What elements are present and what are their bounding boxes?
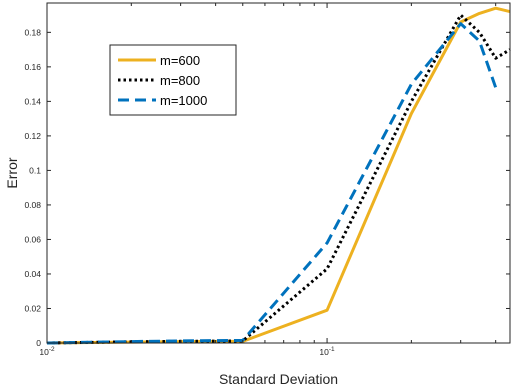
plot-lines — [46, 6, 511, 345]
series-line-m=800 — [46, 13, 511, 345]
y-tick-label: 0.12 — [24, 131, 41, 141]
y-tick-label: 0.06 — [24, 234, 41, 244]
legend-label: m=800 — [160, 73, 200, 88]
y-tick-label: 0.08 — [24, 200, 41, 210]
x-tick-exponent: -1 — [329, 346, 335, 353]
x-axis-label: Standard Deviation — [219, 371, 338, 387]
y-tick-label: 0.14 — [24, 96, 41, 106]
x-tick-label: 10-1 — [319, 346, 335, 357]
y-axis-ticks: 0 0.02 0.04 0.06 0.08 0.1 0.12 0.14 0.16 0.18 — [24, 27, 510, 348]
y-axis-label: Error — [4, 157, 20, 188]
y-tick-label: 0.16 — [24, 62, 41, 72]
x-tick-base: 10 — [319, 347, 329, 357]
legend: m=600 m=800 m=1000 — [109, 44, 237, 116]
x-axis-ticks: 10-2 10-1 — [39, 3, 497, 357]
y-tick-label: 0.1 — [29, 165, 41, 175]
y-tick-label: 0.18 — [24, 27, 41, 37]
y-tick-label: 0 — [36, 338, 41, 348]
plot-frame — [46, 2, 511, 344]
legend-label: m=1000 — [160, 93, 207, 108]
x-tick-exponent: -2 — [49, 346, 55, 353]
x-tick-base: 10 — [39, 347, 49, 357]
x-tick-label: 10-2 — [39, 346, 55, 357]
legend-label: m=600 — [160, 53, 200, 68]
y-tick-label: 0.04 — [24, 269, 41, 279]
y-tick-label: 0.02 — [24, 303, 41, 313]
series-line-m=1000 — [46, 22, 498, 345]
